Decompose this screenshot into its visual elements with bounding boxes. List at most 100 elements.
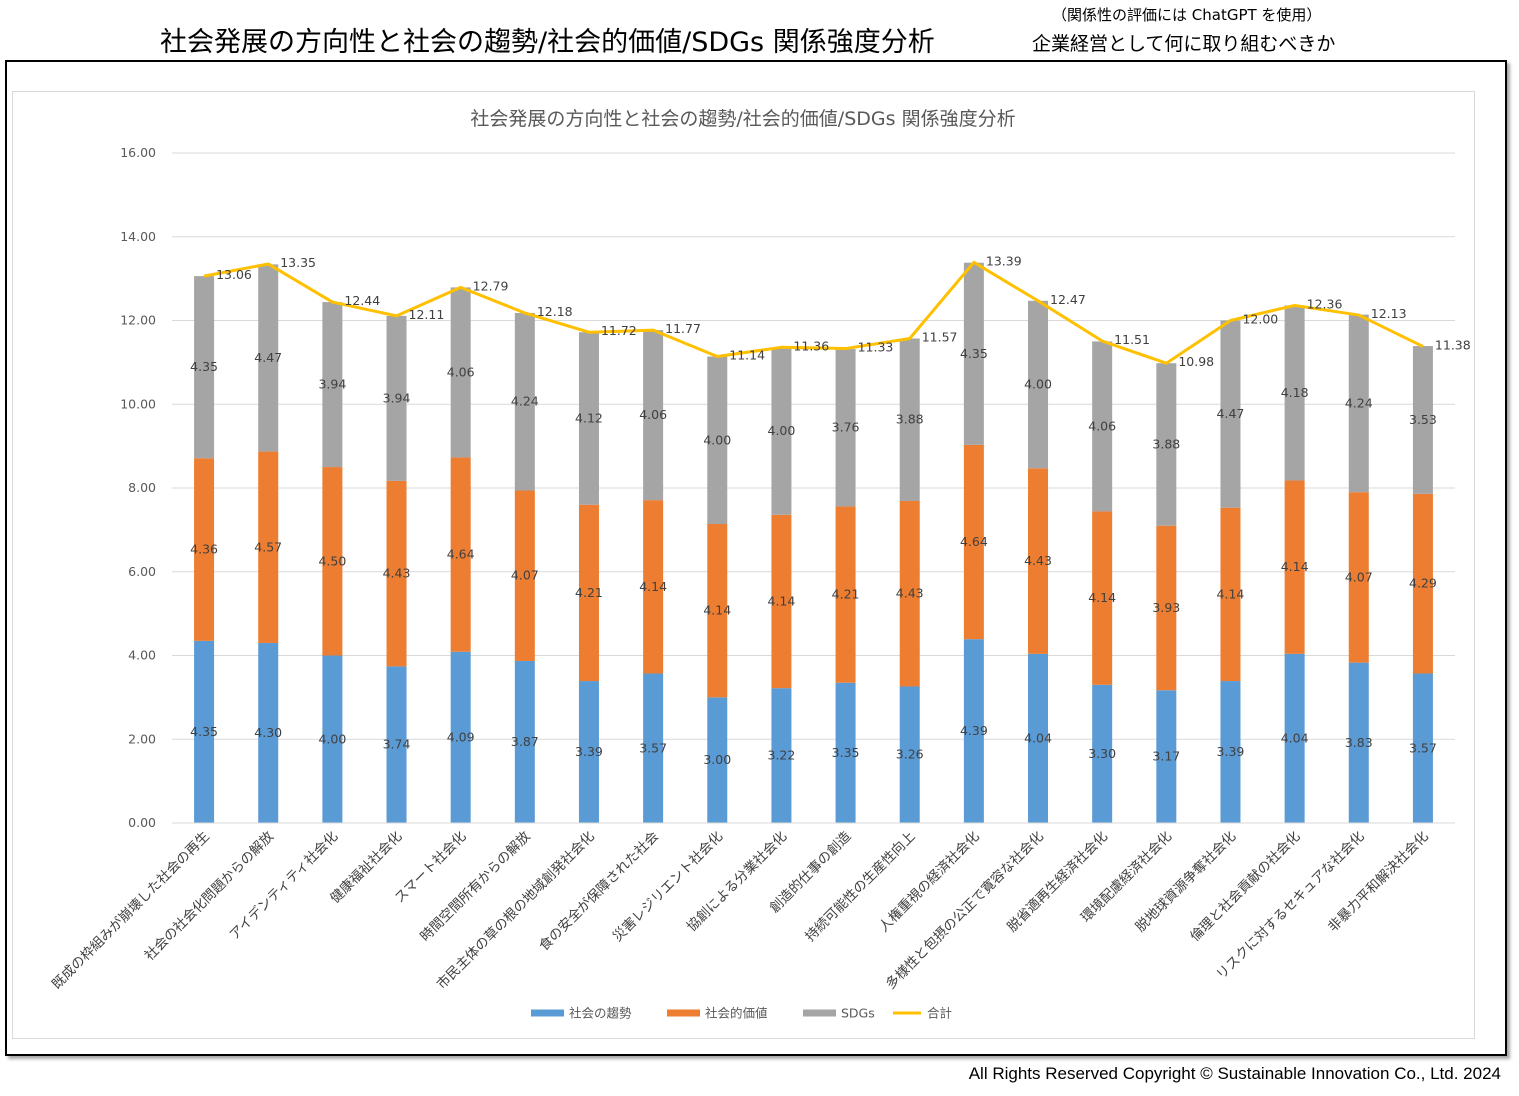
data-label: 3.00: [703, 752, 731, 767]
data-label: 4.00: [1024, 377, 1052, 392]
total-label: 12.18: [537, 304, 573, 319]
bar-segment: [194, 458, 215, 641]
total-line: [203, 260, 1424, 365]
bar-segment: [1028, 300, 1049, 469]
x-tick-label: 社会の社会化問題からの解放: [142, 828, 278, 964]
y-tick-label: 2.00: [128, 731, 156, 746]
bar-segment: [1028, 653, 1049, 823]
bar-segment: [514, 490, 535, 661]
data-label: 3.39: [575, 744, 603, 759]
legend-label: 合計: [927, 1006, 952, 1021]
bar-segment: [835, 506, 856, 683]
total-label: 11.72: [601, 323, 637, 338]
total-label: 11.57: [922, 330, 958, 345]
data-label: 4.04: [1281, 730, 1309, 745]
data-label: 4.47: [1217, 406, 1245, 421]
bar-segment: [450, 651, 471, 823]
data-label: 3.57: [1409, 740, 1437, 755]
data-label: 3.83: [1345, 735, 1373, 750]
bar-segment: [899, 338, 920, 501]
bar-segment: [386, 666, 407, 823]
data-label: 4.35: [190, 724, 218, 739]
data-label: 4.06: [1088, 418, 1116, 433]
bar-segment: [707, 524, 728, 698]
data-label: 4.43: [1024, 553, 1052, 568]
legend-swatch: [667, 1009, 700, 1017]
data-label: 3.74: [383, 737, 411, 752]
chart-title: 社会発展の方向性と社会の趨勢/社会的価値/SDGs 関係強度分析: [470, 108, 1015, 130]
bar-segment: [899, 686, 920, 823]
bar-segment: [643, 500, 664, 674]
legend: 社会の趨勢 社会的価値 SDGs 合計: [531, 1006, 952, 1021]
bar-segment: [578, 504, 599, 682]
legend-label: 社会の趨勢: [569, 1006, 632, 1021]
y-tick-label: 0.00: [128, 815, 156, 830]
page-note: （関係性の評価には ChatGPT を使用）: [1052, 6, 1322, 24]
bar-segment: [963, 444, 984, 640]
data-label: 3.57: [639, 740, 667, 755]
bar-segment: [1220, 681, 1241, 823]
bar-segment: [1092, 511, 1113, 685]
total-label: 12.36: [1307, 296, 1343, 311]
data-label: 4.30: [254, 725, 282, 740]
bar-segment: [450, 457, 471, 652]
total-label: 12.11: [409, 307, 445, 322]
data-label: 4.21: [575, 585, 603, 600]
data-label: 4.14: [768, 593, 796, 608]
data-label: 3.53: [1409, 412, 1437, 427]
total-label: 11.33: [858, 340, 894, 355]
bar-segment: [322, 467, 343, 656]
data-label: 4.14: [703, 603, 731, 618]
bar-segment: [194, 276, 215, 459]
bar-segment: [1412, 346, 1433, 494]
total-label: 12.47: [1050, 292, 1086, 307]
bar-segment: [707, 356, 728, 525]
bar-segment: [514, 660, 535, 823]
total-label: 12.79: [473, 278, 509, 293]
bar-segment: [386, 480, 407, 667]
bar-segment: [322, 655, 343, 823]
y-tick-label: 4.00: [128, 648, 156, 663]
bar-segment: [771, 514, 792, 689]
y-tick-label: 16.00: [120, 145, 156, 160]
bar-segment: [386, 315, 407, 481]
total-label: 11.38: [1435, 337, 1471, 352]
x-tick-label: 食の安全が保障された社会: [535, 828, 662, 955]
bar-segment: [771, 688, 792, 823]
x-tick-label: 時間空間所有からの解放: [417, 828, 534, 945]
bar-segment: [835, 682, 856, 823]
data-label: 4.18: [1281, 385, 1309, 400]
data-label: 3.94: [318, 377, 346, 392]
data-label: 3.39: [1217, 744, 1245, 759]
bar-segment: [322, 302, 343, 468]
total-label: 13.39: [986, 253, 1022, 268]
legend-label: 社会的価値: [705, 1006, 768, 1021]
total-label: 13.35: [280, 255, 316, 270]
bar-segment: [258, 642, 279, 823]
y-tick-label: 8.00: [128, 480, 156, 495]
bar-segment: [963, 262, 984, 445]
data-label: 4.07: [511, 568, 539, 583]
data-label: 4.47: [254, 350, 282, 365]
bar-segment: [258, 451, 279, 643]
bar-segment: [514, 312, 535, 491]
y-tick-label: 12.00: [120, 313, 156, 328]
bar-segment: [1348, 492, 1369, 663]
data-label: 3.17: [1152, 749, 1180, 764]
data-label: 4.04: [1024, 730, 1052, 745]
bar-segment: [643, 673, 664, 823]
data-label: 4.35: [960, 346, 988, 361]
data-label: 4.29: [1409, 576, 1437, 591]
bar-segment: [835, 348, 856, 507]
data-label: 4.09: [447, 729, 475, 744]
data-label: 4.24: [511, 394, 539, 409]
data-label: 4.24: [1345, 395, 1373, 410]
chart-area-border: [12, 91, 1475, 1039]
data-label: 4.07: [1345, 569, 1373, 584]
data-label: 4.00: [703, 432, 731, 447]
total-label: 11.51: [1114, 332, 1150, 347]
data-label: 4.12: [575, 410, 603, 425]
total-label: 11.14: [729, 348, 765, 363]
bar-segment: [1028, 468, 1049, 654]
